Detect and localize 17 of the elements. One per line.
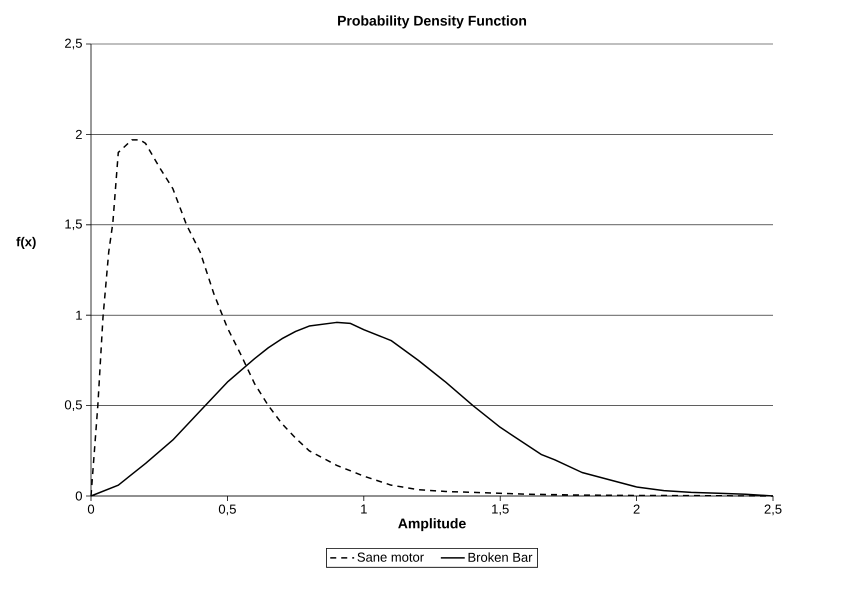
x-tick-label: 0 — [88, 504, 94, 514]
x-tick-label: 0,5 — [218, 504, 236, 516]
x-axis-title: Amplitude — [398, 518, 466, 532]
y-tick-label: 0 — [76, 491, 82, 501]
x-tick-label: 2 — [634, 504, 640, 514]
y-tick-label: 0,5 — [64, 400, 82, 411]
x-tick-label: 1,5 — [492, 504, 509, 516]
chart-title: Probability Density Function — [338, 15, 526, 28]
legend-label: Broken Bar — [468, 552, 532, 562]
y-tick-label: 1,5 — [65, 220, 82, 230]
x-tick-label: 1 — [361, 504, 367, 514]
legend-label: Sane motor — [357, 552, 424, 562]
y-axis-title: f(x) — [16, 236, 36, 249]
y-tick-label: 1 — [76, 310, 82, 320]
y-tick-label: 2,5 — [65, 38, 82, 50]
y-tick-label: 2 — [76, 130, 82, 139]
x-tick-label: 2,5 — [764, 504, 782, 516]
